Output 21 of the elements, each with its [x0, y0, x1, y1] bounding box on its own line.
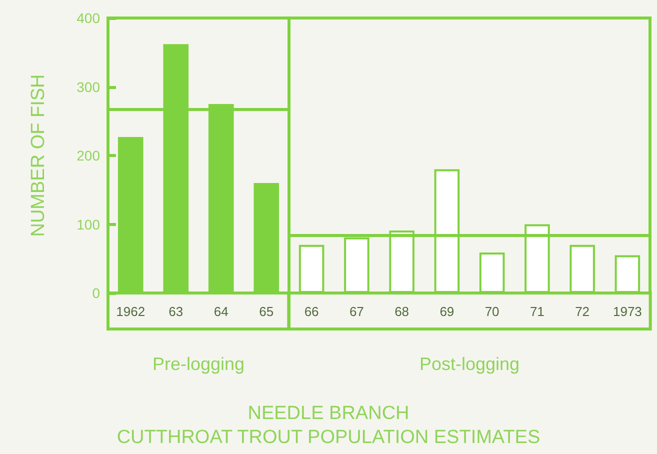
y-axis-title: NUMBER OF FISH — [28, 74, 49, 237]
x-tick-label: 71 — [530, 304, 544, 319]
y-tick-label: 100 — [76, 216, 100, 232]
y-tick-label: 300 — [76, 78, 100, 95]
x-tick-label: 72 — [574, 304, 590, 319]
x-axis-title: Post-logging — [419, 354, 520, 374]
x-tick-label: 1973 — [612, 304, 642, 319]
x-tick-label: 68 — [394, 304, 409, 319]
x-tick-label: 1962 — [116, 304, 146, 319]
x-tick-label: 63 — [168, 304, 184, 319]
x-tick-label: 70 — [484, 304, 499, 319]
x-tick-label: 64 — [214, 304, 228, 319]
x-tick-label: 66 — [304, 304, 318, 319]
y-tick-label: 200 — [76, 148, 100, 164]
y-tick-label: 0 — [92, 285, 100, 301]
y-tick-label: 400 — [76, 10, 100, 26]
x-axis-title: Pre-logging — [152, 354, 245, 374]
text: NEEDLE BRANCH CUTTHROAT TROUT POPULATION ESTIMATES — [116, 402, 542, 450]
x-tick-label: 69 — [439, 304, 454, 319]
x-tick-label: 65 — [259, 304, 274, 319]
x-tick-label: 67 — [349, 304, 364, 319]
